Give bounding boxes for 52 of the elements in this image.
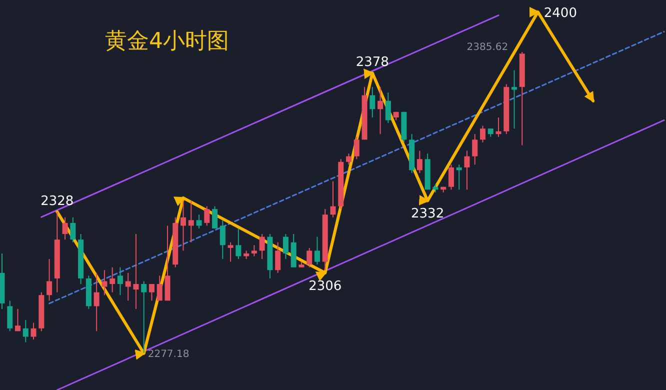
candlestick xyxy=(15,308,21,332)
candlestick xyxy=(180,200,186,252)
annotation: 2277.18 xyxy=(148,348,190,360)
candlestick xyxy=(148,283,154,302)
candlestick xyxy=(456,164,462,190)
candlestick xyxy=(204,206,210,226)
candlestick xyxy=(236,228,242,260)
candlestick xyxy=(480,125,486,143)
candlestick xyxy=(125,272,131,302)
candlestick xyxy=(70,216,76,243)
candlestick xyxy=(188,200,194,243)
annotation: 2385.62 xyxy=(466,42,508,53)
annotation: 2378 xyxy=(356,55,389,70)
candlestick xyxy=(472,134,478,166)
candlestick xyxy=(220,220,226,260)
annotation: 2332 xyxy=(411,206,444,222)
candlestick xyxy=(354,136,360,160)
chart-title: 黄金4小时图 xyxy=(105,29,229,54)
candlestick xyxy=(251,244,257,257)
candlestick xyxy=(275,242,281,274)
candlestick xyxy=(141,280,147,354)
candlestick xyxy=(378,86,384,135)
candlestick xyxy=(133,234,139,310)
candlestick xyxy=(62,216,68,240)
candlestick xyxy=(512,70,518,130)
candlestick xyxy=(496,116,502,138)
text: 2400 xyxy=(544,6,577,21)
candlestick xyxy=(306,247,312,268)
candlestick xyxy=(117,266,123,296)
candlestick xyxy=(385,92,391,124)
annotation: 2328 xyxy=(40,194,74,209)
candlestick xyxy=(259,234,265,260)
candlestick xyxy=(228,242,234,262)
candlestick xyxy=(330,180,336,218)
annotation: 2306 xyxy=(308,278,342,294)
candlestick xyxy=(346,153,352,166)
candlestick xyxy=(110,266,116,293)
candlestick xyxy=(370,86,376,118)
candlestick xyxy=(102,270,108,296)
candlestick xyxy=(196,214,202,229)
candlestick xyxy=(212,206,218,229)
candlestick xyxy=(448,164,454,190)
candlestick xyxy=(46,258,52,302)
candlestick xyxy=(30,322,36,340)
candlestick xyxy=(7,300,13,332)
candlestick xyxy=(94,272,100,332)
candlestick xyxy=(156,275,162,302)
candlestick xyxy=(416,150,422,174)
candlestick xyxy=(314,236,320,266)
candlestick xyxy=(282,234,288,260)
candlestick xyxy=(464,150,470,190)
candlestick xyxy=(22,320,28,343)
